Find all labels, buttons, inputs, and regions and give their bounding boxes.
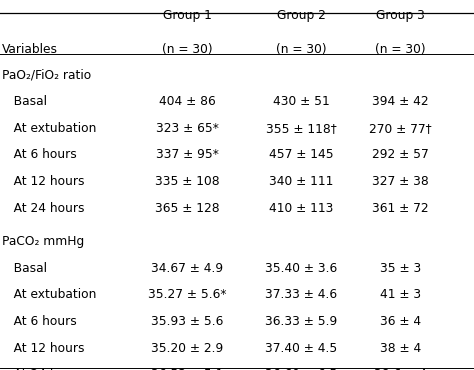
Text: 270 ± 77†: 270 ± 77† bbox=[369, 122, 432, 135]
Text: At 12 hours: At 12 hours bbox=[2, 175, 85, 188]
Text: 38.6 ± 4: 38.6 ± 4 bbox=[374, 368, 427, 370]
Text: Group 2: Group 2 bbox=[276, 9, 326, 22]
Text: 292 ± 57: 292 ± 57 bbox=[372, 148, 429, 161]
Text: Group 3: Group 3 bbox=[376, 9, 425, 22]
Text: 36.60 ± 6.5: 36.60 ± 6.5 bbox=[265, 368, 337, 370]
Text: At 24 hours: At 24 hours bbox=[2, 202, 85, 215]
Text: PaCO₂ mmHg: PaCO₂ mmHg bbox=[2, 235, 85, 248]
Text: 404 ± 86: 404 ± 86 bbox=[159, 95, 216, 108]
Text: Variables: Variables bbox=[2, 43, 58, 56]
Text: At 12 hours: At 12 hours bbox=[2, 342, 85, 354]
Text: 35 ± 3: 35 ± 3 bbox=[380, 262, 421, 275]
Text: 36.33 ± 5.9: 36.33 ± 5.9 bbox=[265, 315, 337, 328]
Text: 41 ± 3: 41 ± 3 bbox=[380, 288, 421, 301]
Text: 335 ± 108: 335 ± 108 bbox=[155, 175, 219, 188]
Text: 365 ± 128: 365 ± 128 bbox=[155, 202, 219, 215]
Text: 35.40 ± 3.6: 35.40 ± 3.6 bbox=[265, 262, 337, 275]
Text: 34.67 ± 4.9: 34.67 ± 4.9 bbox=[151, 262, 223, 275]
Text: At 6 hours: At 6 hours bbox=[2, 315, 77, 328]
Text: At extubation: At extubation bbox=[2, 122, 97, 135]
Text: 38 ± 4: 38 ± 4 bbox=[380, 342, 421, 354]
Text: 35.27 ± 5.6*: 35.27 ± 5.6* bbox=[148, 288, 227, 301]
Text: 35.20 ± 2.9: 35.20 ± 2.9 bbox=[151, 342, 223, 354]
Text: At 24 hours: At 24 hours bbox=[2, 368, 85, 370]
Text: Basal: Basal bbox=[2, 262, 47, 275]
Text: Basal: Basal bbox=[2, 95, 47, 108]
Text: 323 ± 65*: 323 ± 65* bbox=[156, 122, 219, 135]
Text: 361 ± 72: 361 ± 72 bbox=[372, 202, 429, 215]
Text: 37.40 ± 4.5: 37.40 ± 4.5 bbox=[265, 342, 337, 354]
Text: At extubation: At extubation bbox=[2, 288, 97, 301]
Text: Group 1: Group 1 bbox=[163, 9, 212, 22]
Text: 457 ± 145: 457 ± 145 bbox=[269, 148, 333, 161]
Text: 430 ± 51: 430 ± 51 bbox=[273, 95, 329, 108]
Text: PaO₂/FiO₂ ratio: PaO₂/FiO₂ ratio bbox=[2, 68, 91, 81]
Text: (n = 30): (n = 30) bbox=[276, 43, 326, 56]
Text: 340 ± 111: 340 ± 111 bbox=[269, 175, 333, 188]
Text: 394 ± 42: 394 ± 42 bbox=[372, 95, 429, 108]
Text: 337 ± 95*: 337 ± 95* bbox=[156, 148, 219, 161]
Text: (n = 30): (n = 30) bbox=[162, 43, 212, 56]
Text: At 6 hours: At 6 hours bbox=[2, 148, 77, 161]
Text: 355 ± 118†: 355 ± 118† bbox=[265, 122, 337, 135]
Text: 36 ± 4: 36 ± 4 bbox=[380, 315, 421, 328]
Text: 37.33 ± 4.6: 37.33 ± 4.6 bbox=[265, 288, 337, 301]
Text: 327 ± 38: 327 ± 38 bbox=[372, 175, 429, 188]
Text: 410 ± 113: 410 ± 113 bbox=[269, 202, 333, 215]
Text: (n = 30): (n = 30) bbox=[375, 43, 426, 56]
Text: 36.53 ± 5.1: 36.53 ± 5.1 bbox=[151, 368, 223, 370]
Text: 35.93 ± 5.6: 35.93 ± 5.6 bbox=[151, 315, 223, 328]
